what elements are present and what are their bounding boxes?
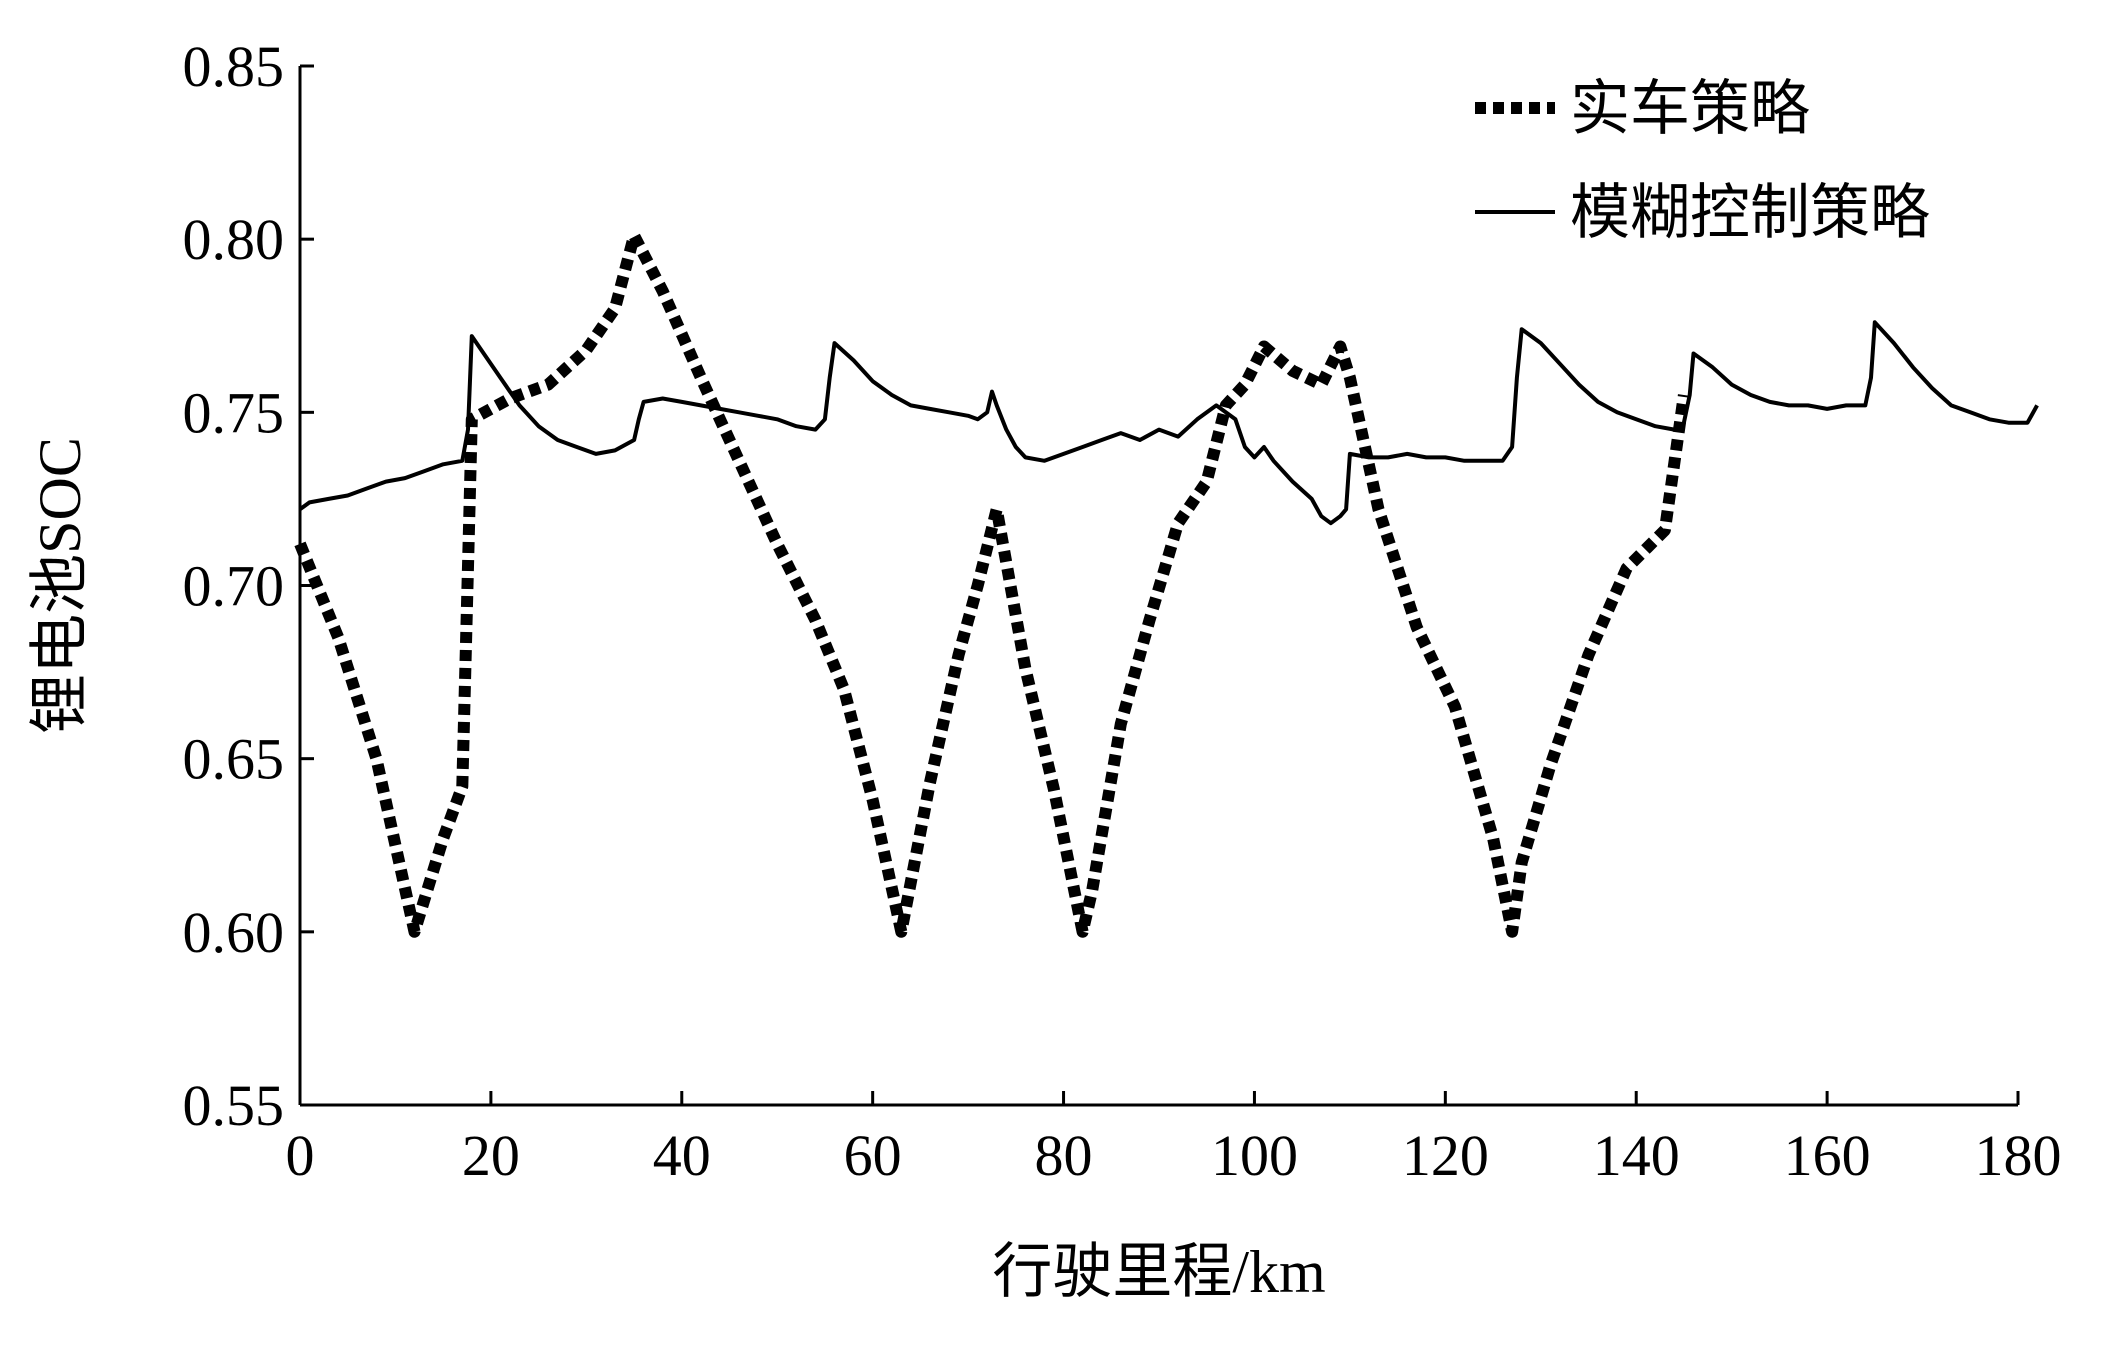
legend-label-fuzzy-control-strategy: 模糊控制策略 xyxy=(1570,180,1930,246)
x-tick-label: 100 xyxy=(1211,1123,1298,1188)
x-tick-label: 60 xyxy=(844,1123,902,1188)
series-line-real-vehicle-strategy xyxy=(294,229,1690,938)
x-tick-label: 140 xyxy=(1593,1123,1680,1188)
y-tick-label: 0.70 xyxy=(183,554,285,619)
x-tick-label: 180 xyxy=(1975,1123,2062,1188)
y-tick-label: 0.60 xyxy=(183,900,285,965)
series xyxy=(294,229,2039,938)
y-tick-label: 0.75 xyxy=(183,380,285,445)
x-tick-label: 80 xyxy=(1035,1123,1093,1188)
x-axis-title: 行驶里程/km xyxy=(992,1239,1325,1305)
legend-label-real-vehicle-strategy: 实车策略 xyxy=(1570,76,1810,142)
y-tick-label: 0.65 xyxy=(183,727,285,792)
x-tick-label: 160 xyxy=(1784,1123,1871,1188)
y-axis-title: 锂电池SOC xyxy=(27,437,93,734)
y-tick-label: 0.55 xyxy=(183,1073,285,1138)
y-tick-label: 0.85 xyxy=(183,34,285,99)
legend: 实车策略 模糊控制策略 xyxy=(1475,76,1930,246)
x-tick-label: 20 xyxy=(462,1123,520,1188)
x-tick-label: 40 xyxy=(653,1123,711,1188)
x-tick-label: 0 xyxy=(286,1123,315,1188)
x-tick-label: 120 xyxy=(1402,1123,1489,1188)
series-line-fuzzy-control-strategy xyxy=(298,320,2039,526)
ticks: 0.55 0.60 0.65 0.70 0.75 0.80 0.85 0 20 40 60 80 100… xyxy=(183,34,2062,1188)
y-tick-label: 0.80 xyxy=(183,207,285,272)
